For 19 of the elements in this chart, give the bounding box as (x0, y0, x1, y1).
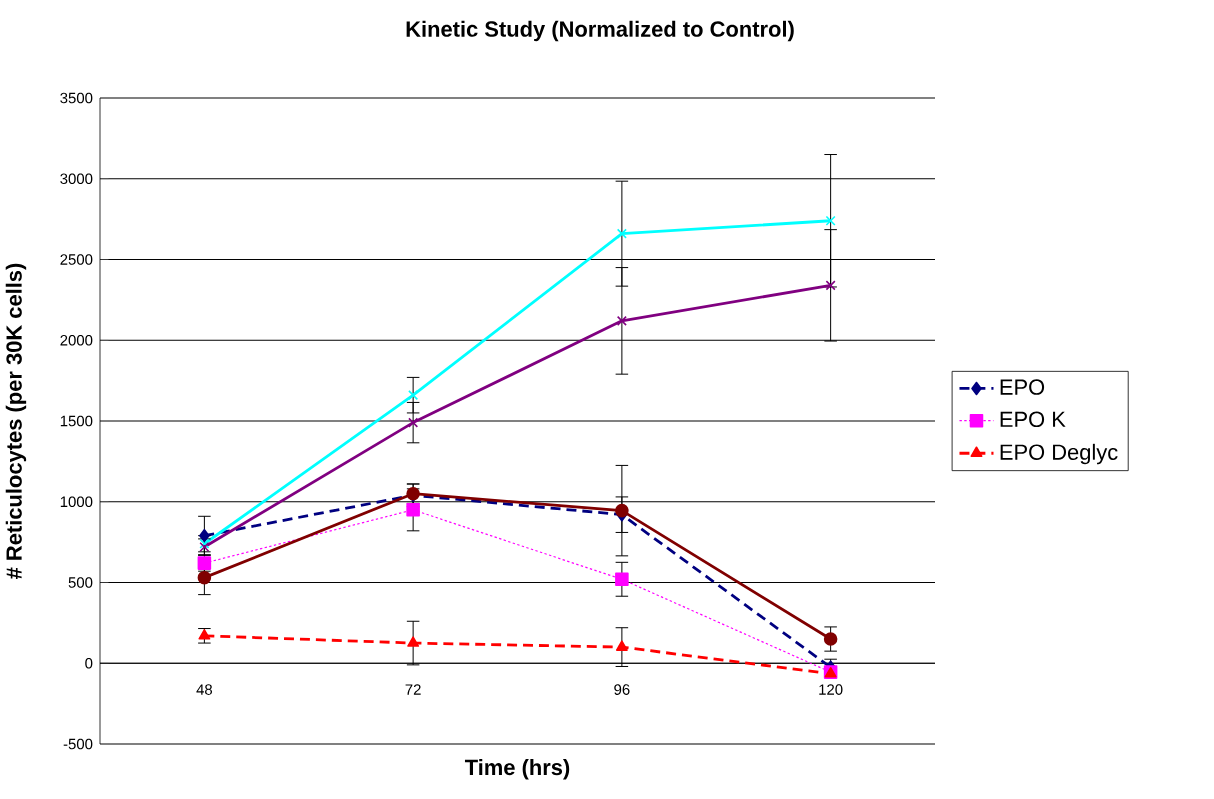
legend-label: EPO K (1000, 411, 1066, 428)
x-tick-label: 72 (405, 684, 421, 695)
y-tick-label: -500 (63, 738, 93, 750)
y-tick-label: 3000 (60, 173, 93, 185)
x-axis-title: Time (hrs) (464, 759, 570, 780)
y-tick-label: 1500 (60, 415, 93, 427)
y-tick-label: 1000 (60, 496, 93, 508)
legend-label: EPO (1000, 379, 1045, 395)
chart-title: Kinetic Study (Normalized to Control) (406, 20, 794, 42)
y-tick-label: 2000 (60, 334, 93, 346)
y-tick-label: 500 (68, 577, 93, 588)
y-tick-label: 3500 (60, 92, 93, 104)
x-tick-label: 48 (196, 684, 213, 695)
y-tick-label: 2500 (60, 254, 93, 265)
y-tick-label: 0 (85, 657, 93, 669)
x-tick-label: 96 (614, 684, 630, 695)
y-axis-title: # Reticulocytes (per 30K cells) (5, 263, 27, 579)
legend-label: EPO Deglyc (1000, 443, 1118, 465)
x-tick-label: 120 (819, 684, 843, 695)
